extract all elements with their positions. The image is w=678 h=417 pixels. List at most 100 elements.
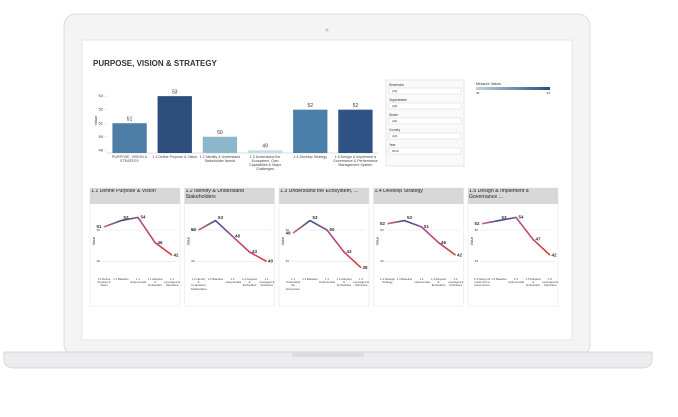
chart-panel <box>373 187 464 307</box>
chart-panel <box>467 187 559 307</box>
y-axis-label: Value <box>93 115 98 126</box>
x-tick-label: PURPOSE, VISION & STRATEGY <box>112 155 148 164</box>
x-tick-label-box: 1.1 Adopted & Embedded <box>148 278 163 287</box>
x-tick-label-box: 1.4 Develop Strategy <box>380 278 395 284</box>
x-tick-label-box: 1.5 Adopted & Embedded <box>526 278 541 287</box>
data-label: 51 <box>127 117 133 123</box>
data-label: 46 <box>441 240 447 245</box>
filter-value: (All) <box>392 119 397 123</box>
y-tick-label: 52 <box>99 107 104 112</box>
y-tick-label: 40 <box>475 259 479 263</box>
chart-title-box: 1.5 Design & Implement a Governance ... <box>469 189 529 200</box>
data-label: 50 <box>191 227 197 232</box>
data-label: 52 <box>474 221 480 226</box>
y-tick-label: 50 <box>97 228 101 232</box>
x-tick-label-box: 1.1 Define Purpose & Vision <box>152 155 198 159</box>
chart-panel <box>184 187 275 307</box>
filter-label: Year <box>389 143 396 147</box>
filter-label: Country <box>389 128 401 132</box>
data-label: 49 <box>262 144 268 150</box>
line-series <box>103 216 173 256</box>
x-tick-label-box: 1.3 Understand the Ecosystem <box>286 278 300 290</box>
x-tick-label: 1.5 Design & Implement a Governance <box>474 278 490 288</box>
line-series <box>198 219 267 263</box>
x-tick-label-box: 1.2 Leveraged & Optimised <box>258 278 275 288</box>
filter-dropdown[interactable] <box>388 102 462 110</box>
data-label: 54 <box>518 215 524 220</box>
y-tick-label: 50 <box>475 228 479 232</box>
chart-title-box: 1.2 Identify & Understand Stakeholders <box>185 189 245 200</box>
x-tick-label: 1.4 Adopted & Embedded <box>431 278 446 288</box>
x-tick-label: 1.3 Implementation <box>319 278 335 285</box>
chart-panel <box>89 187 181 307</box>
x-tick-label: 1.3 Leveraged & Optimised <box>353 278 369 288</box>
x-tick-label-box: 1.3 Leveraged & Optimised <box>353 278 369 288</box>
y-tick-label: 51 <box>99 120 104 125</box>
data-label: 52 <box>353 103 359 109</box>
x-tick-label-box: 1.2 Identify & Understand Stakeholders <box>190 278 207 291</box>
y-tick-label: 40 <box>97 259 101 263</box>
x-tick-label: 1.1 Leveraged & Optimised <box>164 278 180 288</box>
x-tick-label-box: 1.1 Implementation <box>130 278 146 284</box>
legend-min: 38 <box>476 91 480 95</box>
filter-dropdown[interactable] <box>388 87 462 95</box>
x-tick-label: 1.2 Adopted & Embedded <box>242 278 257 288</box>
laptop-base <box>3 351 653 369</box>
bar <box>247 150 283 153</box>
data-label: 47 <box>535 237 541 242</box>
filter-dropdown[interactable] <box>388 117 462 125</box>
x-tick-label-box: 1.5 Leveraged & Optimised <box>542 278 558 287</box>
chart-title-box: 1.4 Develop Strategy <box>374 189 423 194</box>
bar <box>112 123 147 153</box>
x-tick-label-box: 1.1 Define Purpose & Vision <box>97 278 110 287</box>
bar <box>202 136 238 153</box>
data-label: 42 <box>457 252 463 257</box>
filter-value: (All) <box>392 134 397 138</box>
filter-value: 2010 <box>392 149 399 153</box>
data-label: 40 <box>268 259 274 264</box>
y-tick-label: 40 <box>286 259 290 263</box>
x-tick-label: 1.2 Identify & Understand Stakeholders <box>190 278 207 291</box>
bar <box>293 109 328 153</box>
line-series <box>387 219 456 256</box>
x-tick-label: 1.5 Baseline <box>491 278 507 281</box>
x-tick-label-box: 1.3 Adopted & Embedded <box>336 278 352 288</box>
filter-dropdown[interactable] <box>388 147 462 155</box>
bar <box>338 109 373 153</box>
x-tick-label-box: 1.2 Implementation <box>224 278 241 285</box>
y-tick-label: 49 <box>99 147 104 152</box>
chart-title: 1.1 Define Purpose & Vision <box>91 189 156 194</box>
x-tick-label-box: 1.4 Implementation <box>414 278 430 284</box>
data-label: 38 <box>362 265 368 270</box>
x-tick-label: 1.2 Leveraged & Optimised <box>258 278 275 288</box>
x-tick-label: 1.1 Define Purpose & Vision <box>152 155 198 159</box>
data-label: 48 <box>235 233 241 238</box>
x-tick-label: 1.4 Develop Strategy <box>293 155 328 159</box>
x-tick-label: 1.3 Adopted & Embedded <box>336 278 352 288</box>
legend-max: 54 <box>547 91 551 95</box>
data-label: 43 <box>252 249 258 254</box>
legend-gradient <box>476 87 550 90</box>
x-tick-label-box: 1.3 Understand the Ecosystem, Own Capabi… <box>249 155 281 171</box>
x-tick-label-box: 1.2 Baseline <box>207 278 224 281</box>
y-axis-label: Value <box>281 237 285 246</box>
chart-title: 1.5 Design & Implement a Governance ... <box>469 189 529 200</box>
y-tick-label: 50 <box>286 228 290 232</box>
x-tick-label: 1.2 Baseline <box>207 278 224 281</box>
data-label: 54 <box>140 215 146 220</box>
y-tick-label: 50 <box>380 228 384 232</box>
chart-title: 1.4 Develop Strategy <box>374 189 423 194</box>
data-label: 42 <box>551 252 557 257</box>
chart-title-box: 1.1 Define Purpose & Vision <box>91 189 156 194</box>
y-axis-label: Value <box>375 237 379 246</box>
x-tick-label-box: 1.5 Design & Implement a Governance & Pe… <box>333 155 378 167</box>
filter-label: Dimension <box>389 83 404 87</box>
filter-dropdown[interactable] <box>388 132 462 140</box>
chart-title: 1.2 Identify & Understand Stakeholders <box>185 189 245 200</box>
x-tick-label: 1.2 Implementation <box>224 278 241 285</box>
data-label: 50 <box>217 130 223 136</box>
camera <box>325 28 329 32</box>
legend-title: Measure Values <box>476 82 501 86</box>
chart-header <box>468 188 558 204</box>
